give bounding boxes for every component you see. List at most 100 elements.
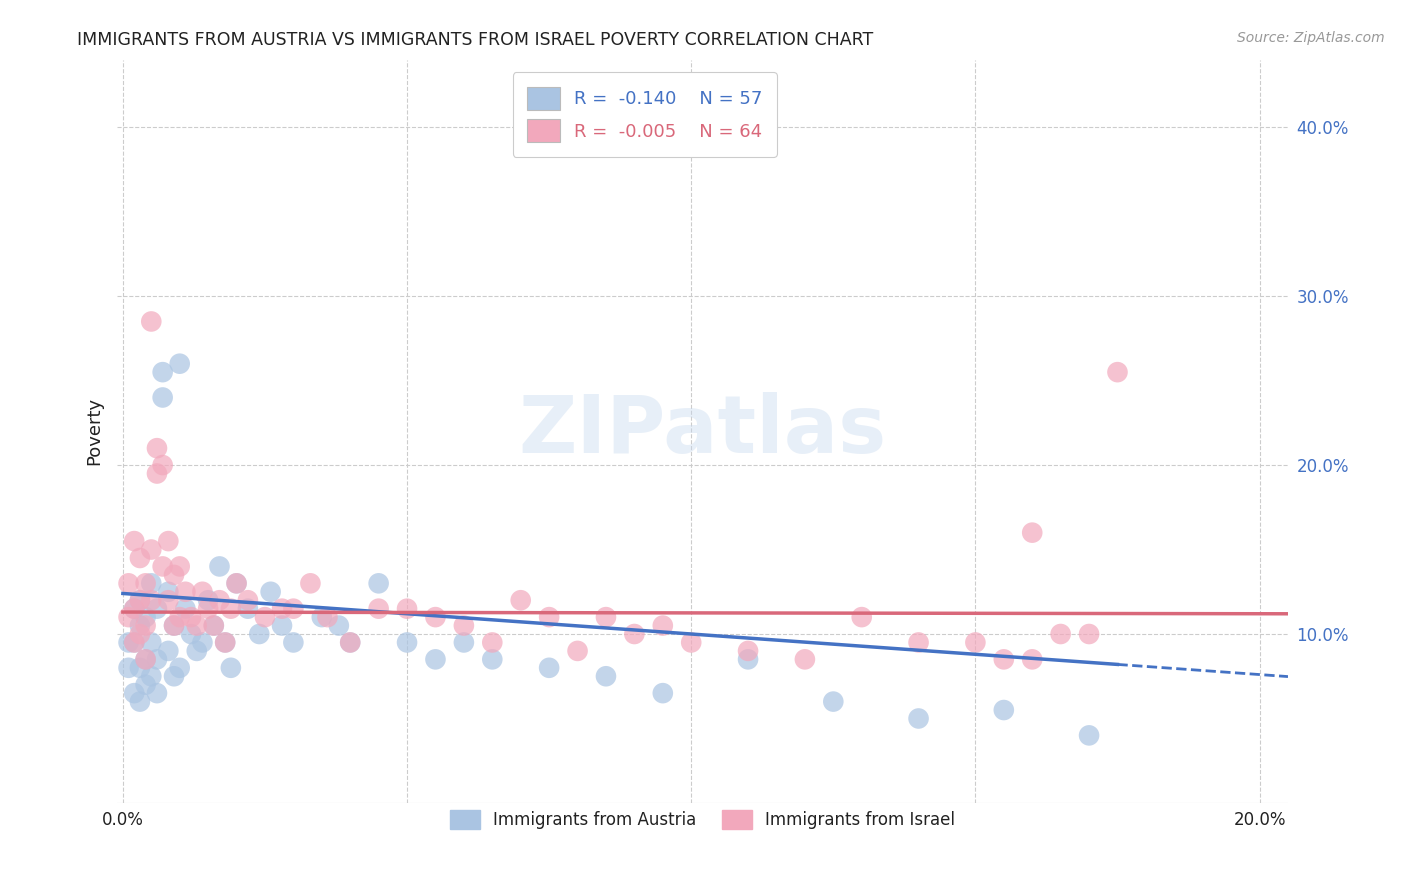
Point — [328, 618, 350, 632]
Point — [993, 703, 1015, 717]
Point — [129, 627, 152, 641]
Point — [623, 627, 645, 641]
Point — [174, 584, 197, 599]
Point — [311, 610, 333, 624]
Point — [169, 357, 191, 371]
Point — [1078, 627, 1101, 641]
Point — [146, 652, 169, 666]
Point — [259, 584, 281, 599]
Point — [163, 618, 186, 632]
Point — [157, 534, 180, 549]
Point — [191, 635, 214, 649]
Point — [146, 441, 169, 455]
Point — [681, 635, 703, 649]
Point — [1021, 652, 1043, 666]
Point — [180, 610, 202, 624]
Point — [141, 314, 163, 328]
Point — [122, 635, 145, 649]
Point — [129, 661, 152, 675]
Point — [208, 559, 231, 574]
Point — [907, 635, 929, 649]
Point — [186, 618, 208, 632]
Point — [1078, 728, 1101, 742]
Point — [214, 635, 236, 649]
Point — [481, 652, 503, 666]
Point — [651, 618, 673, 632]
Point — [538, 610, 561, 624]
Point — [283, 601, 305, 615]
Point — [367, 601, 389, 615]
Point — [339, 635, 361, 649]
Point — [135, 576, 157, 591]
Point — [117, 661, 139, 675]
Point — [651, 686, 673, 700]
Point — [135, 610, 157, 624]
Text: Source: ZipAtlas.com: Source: ZipAtlas.com — [1237, 31, 1385, 45]
Point — [135, 678, 157, 692]
Point — [271, 618, 294, 632]
Point — [225, 576, 247, 591]
Point — [339, 635, 361, 649]
Point — [247, 627, 270, 641]
Point — [141, 669, 163, 683]
Point — [191, 584, 214, 599]
Point — [425, 610, 447, 624]
Point — [737, 644, 759, 658]
Point — [197, 593, 219, 607]
Point — [129, 593, 152, 607]
Point — [157, 593, 180, 607]
Point — [993, 652, 1015, 666]
Point — [152, 559, 174, 574]
Point — [367, 576, 389, 591]
Point — [907, 711, 929, 725]
Point — [122, 534, 145, 549]
Point — [122, 635, 145, 649]
Point — [595, 610, 617, 624]
Point — [122, 601, 145, 615]
Point — [180, 627, 202, 641]
Point — [253, 610, 276, 624]
Point — [316, 610, 339, 624]
Point — [129, 593, 152, 607]
Point — [152, 365, 174, 379]
Point — [157, 584, 180, 599]
Point — [141, 542, 163, 557]
Point — [453, 635, 475, 649]
Point — [214, 635, 236, 649]
Point — [152, 458, 174, 472]
Point — [538, 661, 561, 675]
Point — [135, 618, 157, 632]
Point — [851, 610, 873, 624]
Point — [117, 610, 139, 624]
Point — [135, 652, 157, 666]
Point — [163, 567, 186, 582]
Point — [481, 635, 503, 649]
Point — [129, 551, 152, 566]
Point — [219, 601, 242, 615]
Point — [146, 601, 169, 615]
Point — [283, 635, 305, 649]
Point — [737, 652, 759, 666]
Point — [146, 686, 169, 700]
Text: IMMIGRANTS FROM AUSTRIA VS IMMIGRANTS FROM ISRAEL POVERTY CORRELATION CHART: IMMIGRANTS FROM AUSTRIA VS IMMIGRANTS FR… — [77, 31, 873, 49]
Point — [271, 601, 294, 615]
Point — [202, 618, 225, 632]
Point — [1049, 627, 1071, 641]
Point — [163, 618, 186, 632]
Point — [141, 576, 163, 591]
Point — [202, 618, 225, 632]
Point — [129, 695, 152, 709]
Point — [169, 661, 191, 675]
Point — [823, 695, 845, 709]
Point — [225, 576, 247, 591]
Point — [129, 618, 152, 632]
Point — [122, 686, 145, 700]
Point — [509, 593, 531, 607]
Legend: Immigrants from Austria, Immigrants from Israel: Immigrants from Austria, Immigrants from… — [443, 803, 962, 836]
Point — [236, 601, 259, 615]
Point — [141, 635, 163, 649]
Y-axis label: Poverty: Poverty — [86, 397, 103, 466]
Point — [152, 391, 174, 405]
Point — [163, 669, 186, 683]
Point — [425, 652, 447, 666]
